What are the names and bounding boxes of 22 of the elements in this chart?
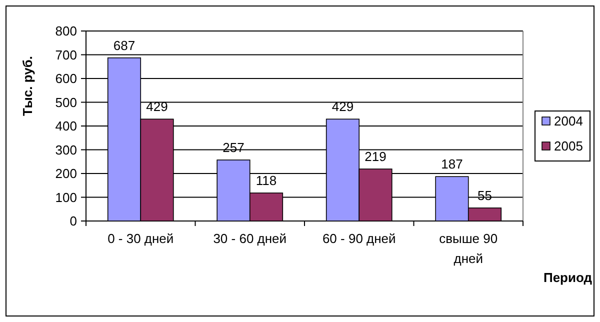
legend-label: 2005 <box>554 138 583 154</box>
y-tick-label: 800 <box>55 24 77 39</box>
y-tick-label: 400 <box>55 118 77 134</box>
data-label: 187 <box>441 156 463 172</box>
x-tick-label: свыше 90 дней <box>439 231 498 266</box>
data-label: 118 <box>256 172 277 188</box>
x-tick-label: 30 - 60 дней <box>213 231 287 246</box>
y-tick-label: 300 <box>55 142 77 158</box>
x-tick-label: 0 - 30 дней <box>108 231 174 246</box>
x-axis-title: Период <box>543 270 593 285</box>
y-tick-label: 500 <box>55 94 77 110</box>
y-axis-title: Тыс. руб. <box>20 56 35 116</box>
legend-label: 2004 <box>554 114 583 129</box>
y-tick-label: 200 <box>55 166 77 182</box>
x-tick-label: 60 - 90 дней <box>322 231 396 246</box>
y-tick-label: 700 <box>55 47 77 62</box>
data-label: 219 <box>364 148 386 164</box>
data-label: 429 <box>146 99 168 114</box>
y-tick-label: 600 <box>55 71 77 86</box>
y-tick-label: 0 <box>70 214 77 229</box>
data-label: 687 <box>113 38 136 53</box>
y-tick-label: 100 <box>55 190 77 205</box>
